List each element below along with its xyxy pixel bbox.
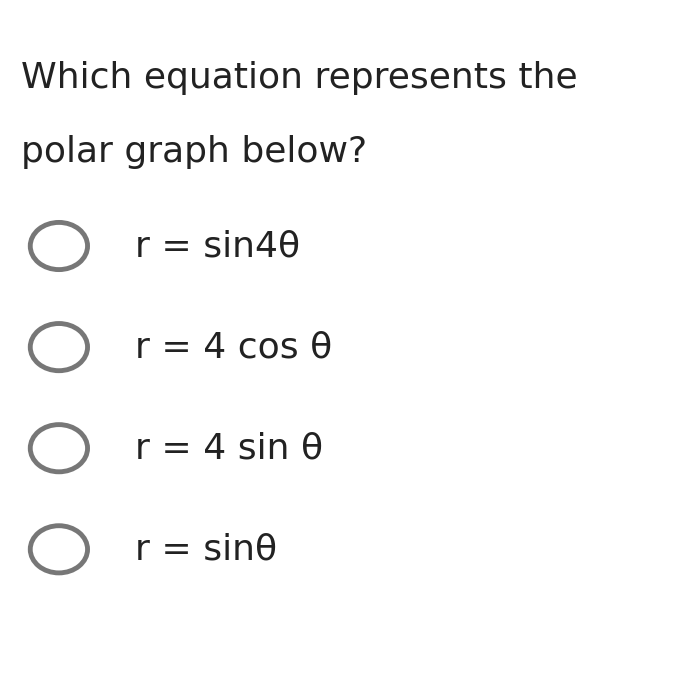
Text: r = 4 cos θ: r = 4 cos θ — [135, 330, 333, 364]
Ellipse shape — [30, 222, 87, 270]
Text: r = sin4θ: r = sin4θ — [135, 229, 300, 263]
Text: r = sinθ: r = sinθ — [135, 532, 277, 566]
Text: polar graph below?: polar graph below? — [21, 135, 367, 168]
Ellipse shape — [30, 324, 87, 371]
Text: Which equation represents the: Which equation represents the — [21, 61, 577, 94]
Ellipse shape — [30, 526, 87, 573]
Ellipse shape — [30, 425, 87, 472]
Text: r = 4 sin θ: r = 4 sin θ — [135, 431, 323, 465]
